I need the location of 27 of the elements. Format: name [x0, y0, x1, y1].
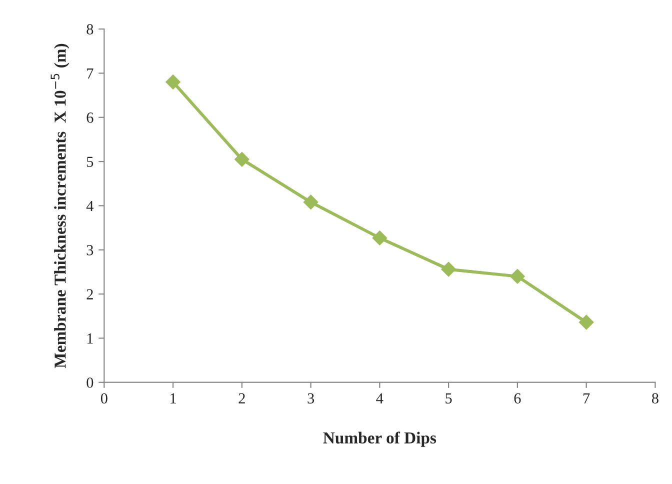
x-tick-label: 2 — [238, 393, 245, 404]
point — [372, 230, 388, 246]
y-tick-label: 6 — [86, 112, 94, 123]
x-tick-label: 8 — [652, 393, 658, 404]
x-tick-label: 4 — [376, 393, 384, 404]
y-axis-title: Membrane Thickness increments X 10$^{−5}$ (m) — [50, 44, 70, 368]
point — [234, 152, 250, 167]
y-tick-label: 1 — [87, 333, 93, 344]
y-tick-label: 8 — [86, 24, 94, 34]
y-tick-label: 4 — [86, 200, 94, 211]
point — [303, 194, 318, 210]
x-tick-label: 5 — [446, 393, 452, 404]
point — [578, 314, 594, 330]
point — [510, 268, 525, 284]
y-tick-label: 5 — [86, 156, 94, 167]
x-tick-label: 6 — [514, 393, 521, 404]
y-tick-label: 0 — [86, 378, 94, 388]
x-tick-label: 7 — [584, 393, 590, 404]
y-tick-label: 7 — [87, 68, 94, 79]
x-tick-label: 1 — [170, 393, 176, 404]
y-tick-label: 3 — [86, 245, 94, 256]
x-tick-label: 3 — [308, 393, 314, 404]
x-axis-title: Number of Dips — [323, 432, 436, 447]
x-tick-label: 0 — [100, 393, 108, 404]
point — [441, 262, 456, 277]
y-tick-label: 2 — [86, 289, 93, 300]
point — [166, 74, 180, 90]
